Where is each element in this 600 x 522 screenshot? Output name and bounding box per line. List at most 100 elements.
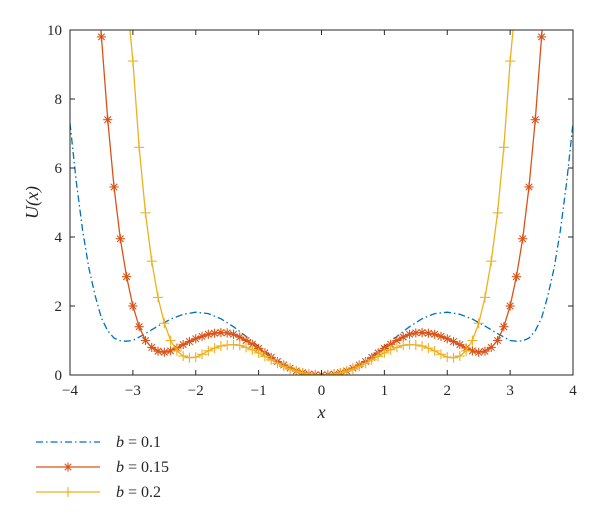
data-point-2-55 [430,329,440,339]
data-point-3-49 [423,343,434,354]
data-point-3-14 [203,345,214,356]
data-point-2-18 [197,331,207,341]
data-point-2-65 [492,335,503,346]
x-tick-label: 3 [506,383,514,399]
x-tick-label: 1 [381,383,389,399]
y-axis-label: U(x) [22,186,43,219]
data-point-3-7 [159,318,170,329]
data-point-3-12 [190,352,201,363]
data-point-3-15 [209,343,220,354]
data-point-3-48 [417,341,428,352]
y-tick-label: 0 [55,368,63,384]
data-point-3-27 [285,364,296,375]
data-point-3-38 [354,361,365,372]
data-point-3-35 [335,367,346,375]
data-point-3-54 [454,351,465,362]
legend-entry-3: b = 0.2 [36,484,161,501]
data-point-3-2 [127,56,138,67]
data-point-2-22 [222,328,232,338]
data-point-3-53 [448,352,459,363]
data-point-3-57 [473,318,484,329]
data-point-3-56 [467,335,478,346]
data-point-2-71 [530,115,540,125]
data-point-2-20 [210,328,220,338]
data-point-3-6 [153,292,164,303]
x-tick-label: 0 [318,383,326,399]
data-point-3-51 [435,349,446,360]
data-point-3-40 [366,354,377,365]
data-point-3-16 [215,341,226,352]
data-point-3-41 [373,351,384,362]
data-point-3-62 [505,56,516,67]
x-axis-label: x [317,402,326,422]
data-point-2-9 [140,335,151,346]
y-tick-label: 8 [55,92,63,108]
data-point-3-5 [146,256,157,267]
data-point-3-60 [492,207,503,218]
data-point-2-26 [247,339,257,349]
data-point-3-24 [266,354,277,365]
data-point-2-51 [404,329,415,339]
data-point-2-10 [147,342,157,352]
y-tick-label: 6 [55,161,63,177]
series-line-1 [70,123,573,375]
data-point-2-68 [511,272,522,282]
data-point-3-13 [197,349,208,360]
data-point-3-39 [360,358,371,369]
axes-layer: −4 −3 −2 −1 0 1 2 3 4 0 2 4 6 8 10 [47,23,577,399]
y-tick-label: 4 [55,230,63,246]
data-point-2-3 [103,115,113,125]
plot-background [70,30,573,375]
data-point-3-59 [486,256,497,267]
data-point-2-19 [203,329,213,339]
data-point-3-4 [140,207,151,218]
legend-label-3: b = 0.2 [116,484,161,501]
y-tick-label: 2 [55,299,63,315]
data-point-2-52 [411,328,421,338]
data-point-3-34 [329,368,340,375]
data-point-3-50 [429,345,440,356]
data-point-2-4 [109,182,119,192]
x-tick-label: −1 [251,383,267,399]
data-point-2-7 [128,301,138,311]
data-point-3-9 [171,345,182,356]
data-point-3-3 [134,142,145,153]
data-point-3-23 [259,351,270,362]
y-tick-label: 10 [47,23,62,39]
data-point-2-12 [159,347,169,357]
legend-label-2: b = 0.15 [116,459,169,476]
data-point-3-10 [178,351,189,362]
data-point-3-45 [398,340,409,351]
data-point-2-67 [505,301,515,311]
data-point-3-44 [391,342,402,353]
data-point-2-24 [235,332,245,342]
x-tick-label: −4 [62,383,78,399]
legend-label-1: b = 0.1 [116,434,161,451]
data-point-3-11 [184,352,195,363]
data-point-2-6 [121,272,132,282]
series-1 [70,123,573,375]
data-point-2-64 [486,342,496,352]
legend-entry-1: b = 0.1 [36,434,161,451]
x-tick-label: 4 [569,383,577,399]
data-point-3-47 [410,339,421,350]
legend-marker-3 [63,487,73,497]
data-point-2-69 [518,234,528,244]
data-point-2-70 [524,182,534,192]
data-point-2-11 [153,346,163,356]
data-point-2-66 [499,322,509,332]
data-point-3-61 [498,142,509,153]
series-3 [127,30,516,375]
x-tick-label: 2 [444,383,452,399]
legend-marker-2 [63,462,73,472]
data-point-3-58 [479,292,490,303]
data-point-2-63 [480,346,490,356]
x-tick-label: −2 [188,383,204,399]
data-point-3-42 [379,347,390,358]
data-point-3-26 [278,361,289,372]
data-point-3-18 [228,339,239,350]
data-point-2-5 [115,234,125,244]
x-tick-label: −3 [125,383,141,399]
data-point-2-72 [536,32,547,42]
